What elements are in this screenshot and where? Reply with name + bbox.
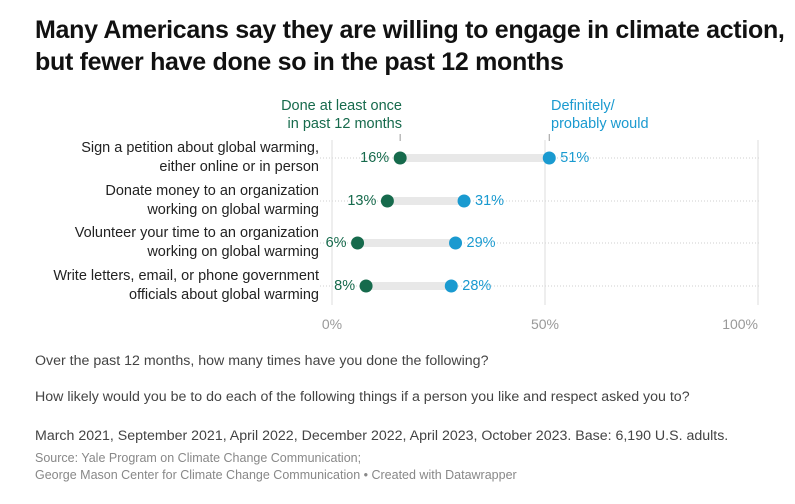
dot-would (444, 279, 458, 293)
question-1-note: Over the past 12 months, how many times … (35, 353, 489, 369)
value-label-would: 51% (560, 150, 590, 166)
legend-would-line2: probably would (551, 116, 649, 132)
dot-done (359, 279, 373, 293)
value-label-would: 31% (475, 193, 505, 209)
value-label-done: 16% (360, 150, 390, 166)
legend-would-line1: Definitely/ (551, 98, 615, 114)
dot-would (542, 151, 556, 165)
row-label-line: Write letters, email, or phone governmen… (53, 268, 319, 284)
legend-done-line1: Done at least once (281, 98, 402, 114)
row-label-line: working on global warming (147, 202, 319, 218)
row-label: Sign a petition about global warming, eit… (9, 139, 319, 177)
dot-would (457, 194, 471, 208)
value-label-would: 29% (466, 235, 496, 251)
row-label: Volunteer your time to an organization wo… (9, 224, 319, 262)
row-label-line: Donate money to an organization (105, 183, 319, 199)
value-label-done: 6% (325, 235, 347, 251)
dot-done (393, 151, 407, 165)
source-line-1: Source: Yale Program on Climate Change C… (35, 451, 362, 465)
dot-done (380, 194, 394, 208)
legend-would: Definitely/ probably would (551, 97, 691, 133)
row-label-line: Volunteer your time to an organization (74, 225, 319, 241)
row-label: Donate money to an organization working o… (9, 182, 319, 220)
dot-would (449, 236, 463, 250)
source-line-2: George Mason Center for Climate Change C… (35, 468, 517, 482)
row-label-line: working on global warming (147, 244, 319, 260)
row-label-line: either online or in person (159, 159, 319, 175)
legend-done-line2: in past 12 months (287, 116, 402, 132)
legend-done: Done at least once in past 12 months (270, 97, 402, 133)
value-label-would: 28% (462, 278, 492, 294)
x-tick-label: 100% (722, 316, 758, 332)
value-label-done: 13% (347, 193, 377, 209)
chart-title: Many Americans say they are willing to e… (35, 16, 785, 76)
survey-dates-note: March 2021, September 2021, April 2022, … (35, 428, 729, 444)
x-tick-label: 50% (530, 316, 560, 332)
value-label-done: 8% (334, 278, 356, 294)
row-label: Write letters, email, or phone governmen… (9, 267, 319, 305)
row-label-line: Sign a petition about global warming, (81, 140, 319, 156)
row-label-line: officials about global warming (129, 287, 319, 303)
dot-done (351, 236, 365, 250)
x-tick-label: 0% (321, 316, 343, 332)
question-2-note: How likely would you be to do each of th… (35, 389, 690, 405)
